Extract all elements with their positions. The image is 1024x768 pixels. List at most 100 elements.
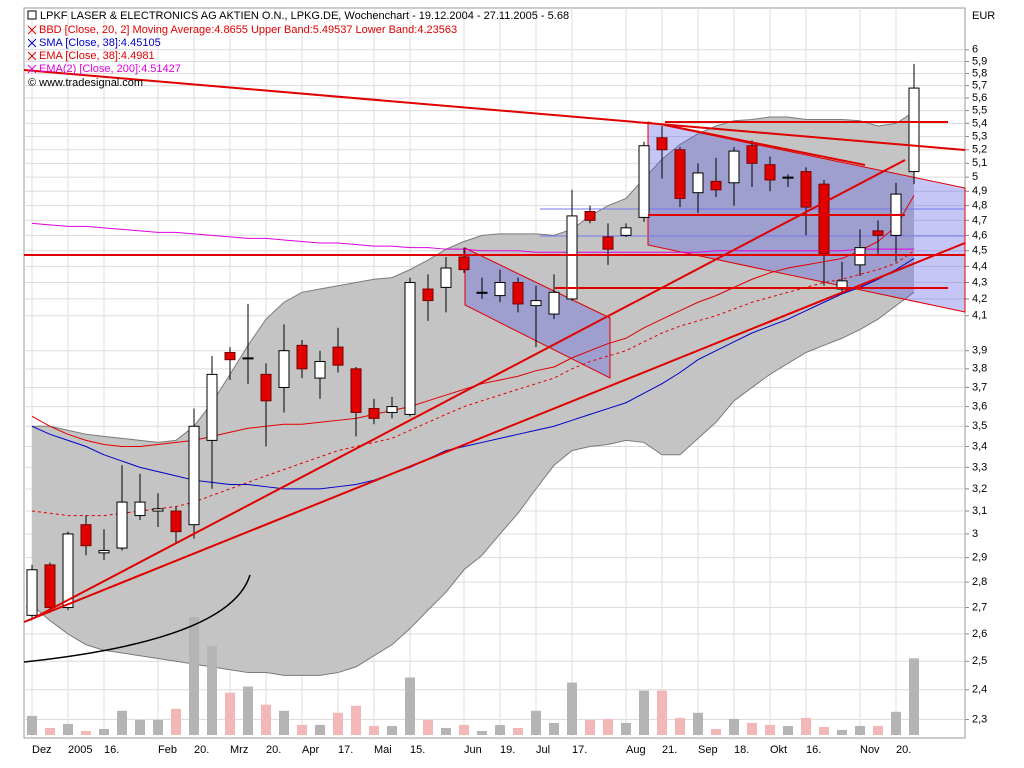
volume-bar [297,724,307,735]
x-tick-label: Dez [32,744,52,756]
volume-bar [711,728,721,735]
candle-body [134,501,146,517]
candle-body [710,180,722,191]
candle-body [638,145,650,218]
trend-line [23,69,966,151]
volume-bar [657,690,667,735]
candle-body [782,176,794,179]
x-tick-label: Nov [860,744,880,756]
y-tick-label: 3,3 [972,461,987,473]
y-tick-label: 3,8 [972,363,987,375]
volume-bar [45,727,55,735]
candle-body [314,361,326,379]
candle-body [242,357,254,360]
volume-bar [117,710,127,735]
volume-bar [207,646,217,735]
candle-body [692,172,704,194]
y-tick-label: 4,5 [972,245,987,257]
x-tick-label: 20. [266,744,281,756]
volume-bar [585,719,595,735]
trend-line [664,124,866,166]
x-tick-label: Mai [374,744,392,756]
volume-bar [747,722,757,735]
candle-body [800,171,812,208]
volume-bar [225,692,235,735]
x-tick-label: 16. [104,744,119,756]
candle-body [530,300,542,307]
candle-body [170,510,182,533]
volume-bar [27,715,37,735]
y-tick-label: 3,2 [972,483,987,495]
volume-bar [855,725,865,735]
y-tick-label: 5,5 [972,104,987,116]
x-tick-label: Aug [626,744,646,756]
candle-body [332,346,344,366]
x-tick-label: 19. [500,744,515,756]
volume-bar [441,727,451,735]
candle-body [296,344,308,370]
legend-icon [27,51,37,61]
y-tick-label: 5,3 [972,130,987,142]
arc-drawing [23,574,251,663]
x-tick-label: 17. [338,744,353,756]
y-tick-label: 5 [972,171,978,183]
x-tick-label: 2005 [68,744,92,756]
volume-bar [621,722,631,735]
candle-body [404,281,416,415]
volume-bar [135,719,145,735]
y-tick-label: 3 [972,528,978,540]
y-tick-label: 4,1 [972,310,987,322]
trend-line [23,242,966,623]
x-tick-label: 20. [896,744,911,756]
y-axis-label: EUR [972,10,995,22]
volume-bar [495,724,505,735]
y-tick-label: 6 [972,44,978,56]
volume-bar [189,617,199,735]
volume-bar [351,705,361,735]
x-tick-label: Apr [302,744,319,756]
y-tick-label: 2,6 [972,628,987,640]
legend-entry: EMA [Close, 38]:4.4981 [39,50,155,62]
volume-bar [513,727,523,735]
x-tick-label: Mrz [230,744,248,756]
candle-body [566,215,578,300]
y-tick-label: 5,9 [972,55,987,67]
volume-bar [819,726,829,735]
candle-body [422,288,434,302]
x-tick-label: Jun [464,744,482,756]
volume-bar [801,717,811,735]
volume-bar [81,730,91,735]
x-tick-label: 17. [572,744,587,756]
x-tick-label: 21. [662,744,677,756]
volume-bar [405,677,415,735]
source: © www.tradesignal.com [28,77,143,89]
candle-body [818,183,830,255]
volume-bar [63,723,73,735]
candle-body [62,533,74,609]
channel [464,247,611,379]
x-tick-label: Jul [536,744,550,756]
candle-body [584,211,596,221]
volume-bar [243,686,253,735]
candle-body [278,350,290,388]
x-tick-label: Sep [698,744,718,756]
y-tick-label: 3,4 [972,440,987,452]
candle-body [152,508,164,512]
legend-entry: EMA(2) [Close, 200]:4.51427 [39,63,181,75]
y-tick-label: 2,7 [972,601,987,613]
legend-entry: BBD [Close, 20, 2] Moving Average:4.8655… [39,24,457,36]
trend-lines [23,69,966,623]
volume-bar [729,718,739,735]
volume-bar [477,730,487,735]
upper-band [32,111,915,443]
candle-body [386,406,398,413]
y-tick-label: 4,8 [972,200,987,212]
volume-bar [693,712,703,735]
candle-body [836,280,848,290]
lower-band [31,291,915,676]
volume-bar [765,724,775,735]
volume-bar [99,728,109,735]
candle-body [458,256,470,271]
